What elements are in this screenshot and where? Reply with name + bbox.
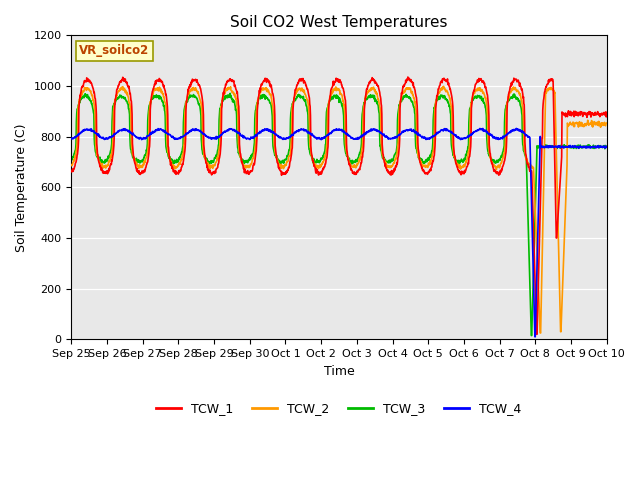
Line: TCW_2: TCW_2 bbox=[72, 86, 607, 333]
Line: TCW_1: TCW_1 bbox=[72, 77, 607, 334]
TCW_1 bbox=[231, 82, 239, 88]
TCW_1 bbox=[188, 79, 196, 85]
TCW_1 bbox=[68, 168, 76, 174]
TCW_4 bbox=[231, 128, 239, 134]
TCW_3 bbox=[188, 93, 196, 99]
TCW_2 bbox=[188, 88, 196, 94]
TCW_1 bbox=[517, 84, 525, 90]
X-axis label: Time: Time bbox=[324, 365, 355, 378]
TCW_3 bbox=[68, 157, 76, 163]
TCW_2 bbox=[231, 91, 239, 97]
TCW_1 bbox=[379, 146, 387, 152]
Line: TCW_3: TCW_3 bbox=[72, 94, 607, 336]
TCW_4 bbox=[517, 128, 525, 133]
TCW_3 bbox=[108, 141, 116, 146]
Legend: TCW_1, TCW_2, TCW_3, TCW_4: TCW_1, TCW_2, TCW_3, TCW_4 bbox=[152, 397, 527, 420]
TCW_1 bbox=[603, 112, 611, 118]
TCW_4 bbox=[379, 131, 387, 137]
TCW_3 bbox=[527, 333, 535, 338]
TCW_4 bbox=[188, 127, 196, 132]
TCW_1 bbox=[535, 247, 543, 253]
TCW_4 bbox=[535, 177, 543, 182]
TCW_1 bbox=[108, 157, 116, 163]
TCW_2 bbox=[379, 153, 387, 158]
TCW_2 bbox=[108, 150, 116, 156]
TCW_3 bbox=[379, 155, 387, 161]
TCW_4 bbox=[513, 126, 520, 132]
TCW_2 bbox=[517, 96, 525, 102]
TCW_3 bbox=[535, 144, 543, 150]
Line: TCW_4: TCW_4 bbox=[72, 129, 607, 337]
TCW_2 bbox=[535, 295, 543, 301]
Title: Soil CO2 West Temperatures: Soil CO2 West Temperatures bbox=[230, 15, 448, 30]
TCW_1 bbox=[533, 331, 541, 337]
TCW_3 bbox=[231, 103, 239, 109]
Text: VR_soilco2: VR_soilco2 bbox=[79, 45, 150, 58]
TCW_4 bbox=[68, 136, 76, 142]
TCW_2 bbox=[536, 330, 544, 336]
TCW_3 bbox=[517, 104, 525, 110]
TCW_3 bbox=[227, 91, 234, 96]
TCW_4 bbox=[603, 144, 611, 150]
TCW_3 bbox=[603, 144, 611, 150]
TCW_2 bbox=[603, 120, 611, 126]
TCW_4 bbox=[108, 133, 116, 139]
TCW_4 bbox=[531, 334, 539, 340]
TCW_2 bbox=[440, 84, 447, 89]
TCW_2 bbox=[68, 163, 76, 168]
Y-axis label: Soil Temperature (C): Soil Temperature (C) bbox=[15, 123, 28, 252]
TCW_1 bbox=[404, 74, 412, 80]
